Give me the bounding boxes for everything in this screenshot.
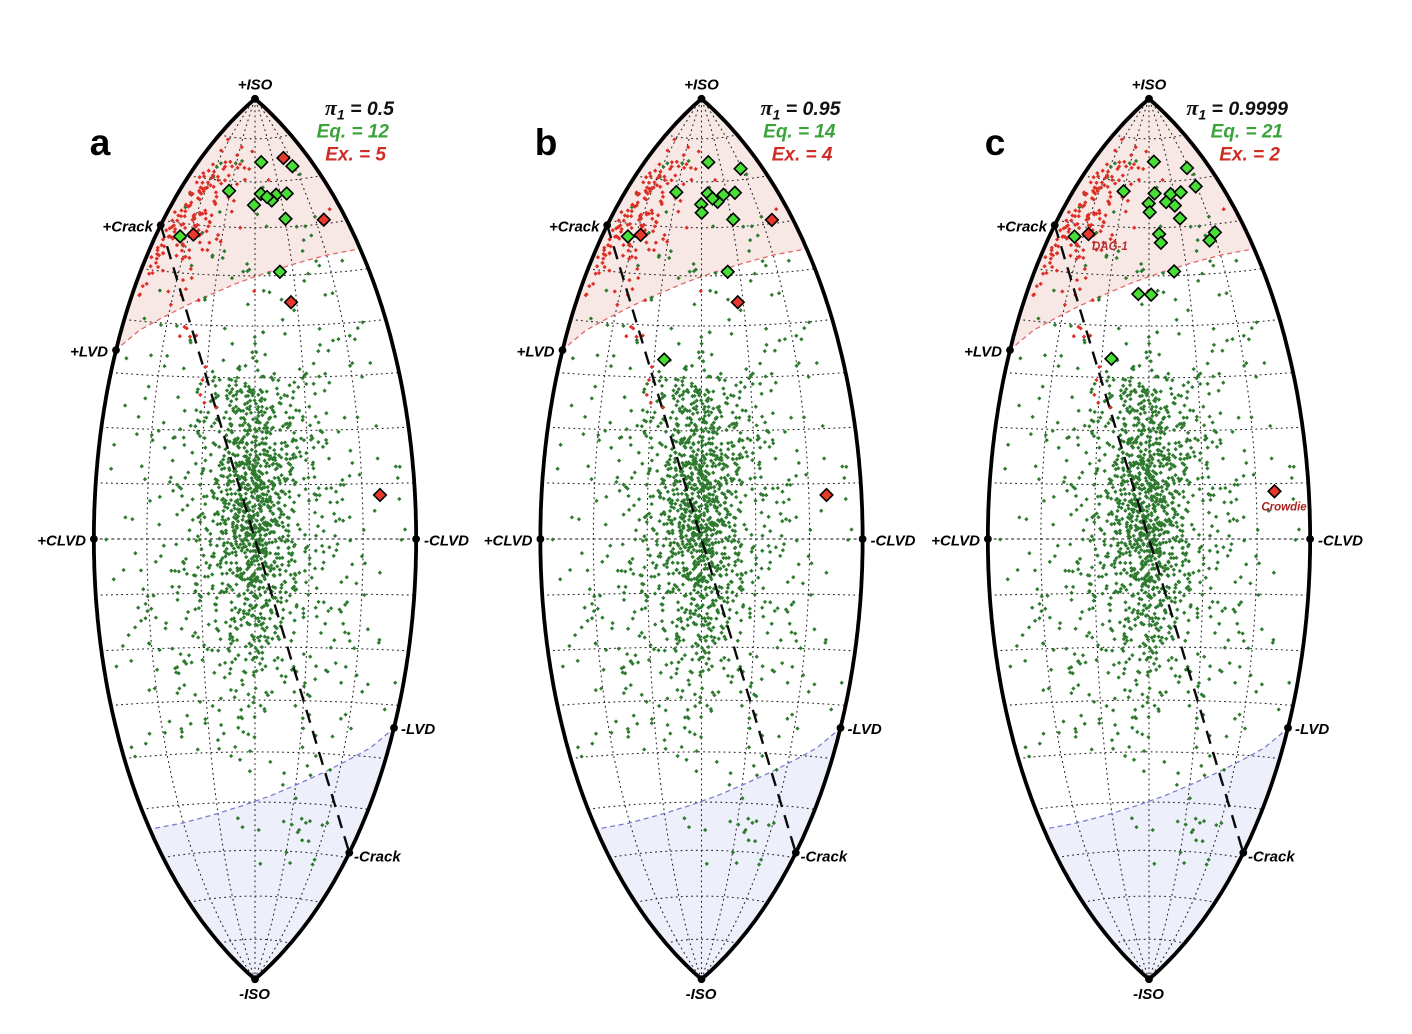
svg-text:Ex. = 5: Ex. = 5 [325, 145, 386, 166]
svg-text:Eq. = 21: Eq. = 21 [1211, 122, 1283, 143]
svg-text:b: b [535, 122, 558, 163]
svg-text:Ex. = 2: Ex. = 2 [1219, 145, 1280, 166]
svg-text:π1 = 0.9999: π1 = 0.9999 [1186, 95, 1288, 123]
svg-text:a: a [90, 122, 111, 163]
svg-text:π1 = 0.5: π1 = 0.5 [325, 95, 395, 123]
svg-text:Eq. = 14: Eq. = 14 [763, 122, 836, 143]
svg-text:Ex. = 4: Ex. = 4 [772, 145, 833, 166]
svg-text:c: c [985, 122, 1006, 163]
svg-text:π1 = 0.95: π1 = 0.95 [761, 95, 842, 123]
svg-text:Crowdie: Crowdie [1261, 502, 1307, 514]
svg-text:DAG-1: DAG-1 [1092, 241, 1128, 253]
svg-text:Eq. = 12: Eq. = 12 [317, 122, 390, 143]
